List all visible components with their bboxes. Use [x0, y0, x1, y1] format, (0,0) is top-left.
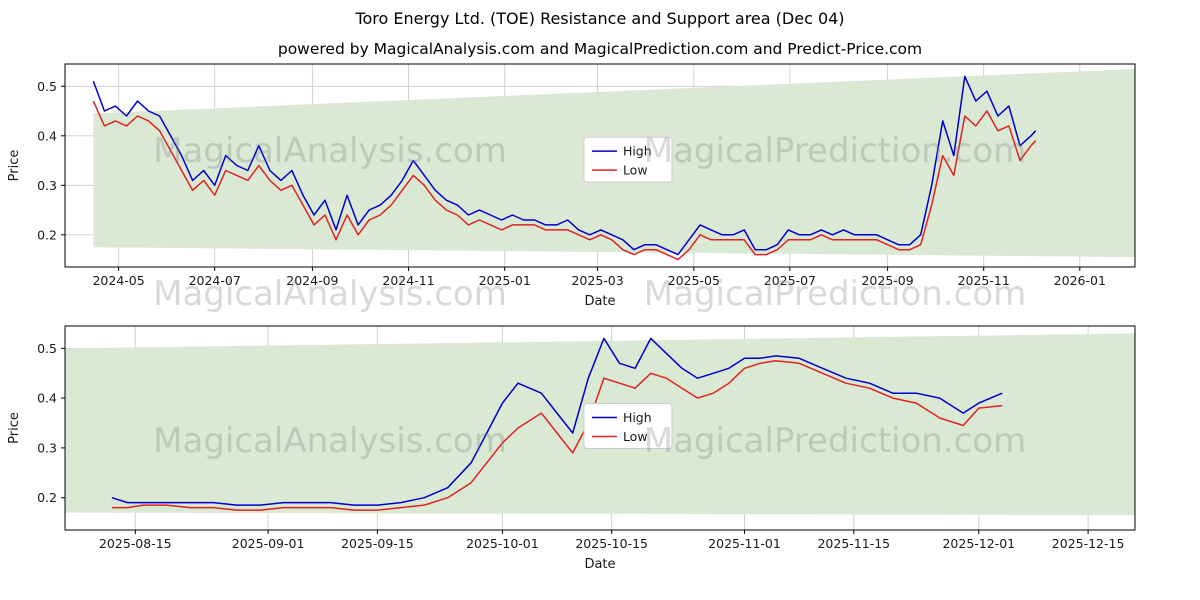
x-axis-label: Date — [584, 557, 615, 572]
x-tick-label: 2025-11-15 — [817, 536, 890, 551]
x-tick-label: 2025-12-15 — [1052, 536, 1125, 551]
x-tick-label: 2025-11 — [958, 273, 1010, 288]
x-tick-label: 2024-11 — [382, 273, 434, 288]
x-tick-label: 2025-01 — [479, 273, 531, 288]
legend-label-low: Low — [623, 163, 648, 178]
figure-title: Toro Energy Ltd. (TOE) Resistance and Su… — [355, 9, 845, 28]
x-tick-label: 2025-09 — [861, 273, 913, 288]
x-tick-label: 2025-05 — [668, 273, 720, 288]
y-tick-label: 0.5 — [37, 79, 57, 94]
figure-header: Toro Energy Ltd. (TOE) Resistance and Su… — [0, 0, 1200, 58]
x-tick-label: 2024-05 — [92, 273, 144, 288]
y-tick-label: 0.2 — [37, 490, 57, 505]
series-line-high — [92, 75, 1037, 256]
price-chart-bottom: 2025-08-15 2025-09-01 2025-09-15 2025-10-01… — [7, 325, 1136, 572]
y-tick-label: 0.4 — [37, 128, 57, 143]
y-tick-label: 0.5 — [37, 341, 57, 356]
x-tick-label: 2025-03 — [571, 273, 623, 288]
x-tick-label: 2025-09-01 — [232, 536, 305, 551]
legend-label-high: High — [623, 144, 652, 159]
y-axis-label: Price — [7, 412, 22, 444]
x-tick-label: 2024-07 — [189, 273, 241, 288]
x-tick-label: 2024-09 — [286, 273, 338, 288]
y-tick-label: 0.3 — [37, 440, 57, 455]
plot-frame — [64, 325, 1136, 531]
y-axis-label: Price — [7, 150, 22, 182]
x-tick-label: 2025-10-15 — [575, 536, 648, 551]
x-tick-label: 2025-10-01 — [466, 536, 539, 551]
plot-frame — [64, 63, 1136, 268]
x-tick-label: 2025-12-01 — [942, 536, 1015, 551]
price-chart-top: 2024-05 2024-07 2024-09 2024-11 2025-01 2025-… — [7, 63, 1136, 309]
legend-label-high: High — [623, 410, 652, 425]
x-tick-label: 2025-07 — [764, 273, 816, 288]
x-axis-label: Date — [584, 294, 615, 309]
x-tick-label: 2025-09-15 — [341, 536, 414, 551]
x-tick-label: 2026-01 — [1054, 273, 1106, 288]
x-tick-label: 2025-08-15 — [99, 536, 172, 551]
legend-label-low: Low — [623, 429, 648, 444]
figure-subtitle: powered by MagicalAnalysis.com and Magic… — [277, 40, 923, 58]
y-tick-label: 0.2 — [37, 227, 57, 242]
series-line-high — [111, 337, 1003, 506]
y-tick-label: 0.3 — [37, 178, 57, 193]
x-tick-label: 2025-11-01 — [708, 536, 781, 551]
series-line-low — [111, 360, 1003, 511]
y-tick-label: 0.4 — [37, 391, 57, 406]
series-line-low — [92, 100, 1037, 261]
